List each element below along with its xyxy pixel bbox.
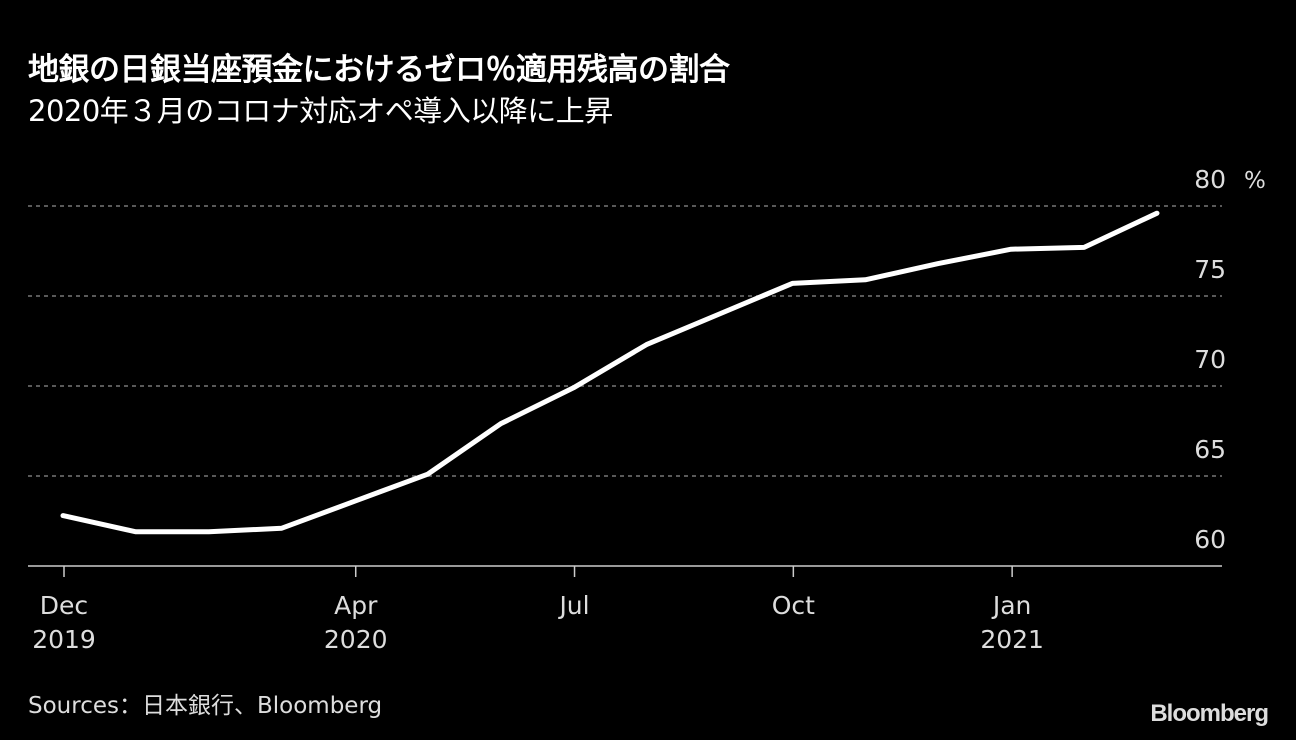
chart-title: 地銀の日銀当座預金におけるゼロ％適用残高の割合 [28,52,730,88]
y-tick-label: 70 [1194,345,1226,374]
x-tick-label: Apr [334,591,378,620]
y-axis: 60 65 70 75 80% [1194,165,1266,554]
x-tick-year-label: 2019 [32,625,96,654]
source-note: Sources：日本銀行、Bloomberg [28,693,383,719]
x-tick-year-label: 2020 [324,625,388,654]
series-line [60,210,1160,535]
x-tick-label: Jan [991,591,1032,620]
chart-subtitle: 2020年３月のコロナ対応オペ導入以降に上昇 [28,94,613,128]
x-tick-label: Oct [772,591,815,620]
y-tick-label: 60 [1194,525,1226,554]
bloomberg-logo: Bloomberg [1150,700,1269,727]
y-tick-label: 80 [1194,165,1226,194]
x-tick-label: Dec [40,591,88,620]
gridlines [28,205,1222,477]
x-axis: Dec 2019 Apr 2020 Jul Oct Jan 2021 [28,565,1222,654]
y-tick-label: 65 [1194,435,1226,464]
x-tick-year-label: 2021 [980,625,1044,654]
y-tick-label: 75 [1194,255,1226,284]
x-tick-label: Jul [557,591,589,620]
y-unit-label: % [1244,168,1266,194]
